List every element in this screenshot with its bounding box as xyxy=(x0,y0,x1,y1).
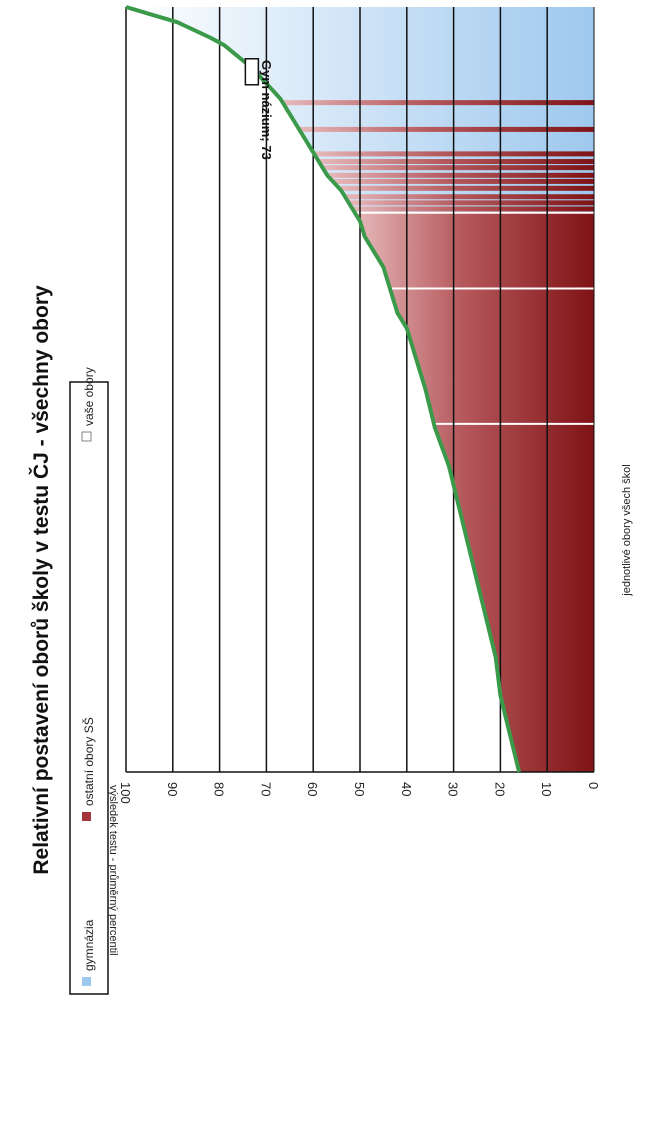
bar-ostatni-5 xyxy=(327,172,594,178)
tick-label-0: 0 xyxy=(586,782,601,789)
tick-label-60: 60 xyxy=(305,782,320,796)
legend-item-2: vaše obory xyxy=(82,367,96,426)
bar-ostatni-4 xyxy=(322,165,594,171)
tick-label-90: 90 xyxy=(165,782,180,796)
tick-group-20: 20 xyxy=(492,782,507,796)
tick-label-20: 20 xyxy=(492,782,507,796)
legend-swatch-0 xyxy=(82,977,91,986)
tick-label-10: 10 xyxy=(539,782,554,796)
tick-group-30: 30 xyxy=(446,782,461,796)
legend-swatch-2 xyxy=(81,431,92,442)
tick-group-90: 90 xyxy=(165,782,180,796)
legend-box xyxy=(69,381,109,995)
tick-group-0: 0 xyxy=(586,782,601,789)
annotation-label: Gym názium; 73 xyxy=(259,60,274,160)
tick-label-80: 80 xyxy=(212,782,227,796)
bar-ostatni-9 xyxy=(348,200,594,206)
bar-ostatni-7 xyxy=(339,185,594,191)
bar-ostatni-8 xyxy=(345,194,594,200)
annotation: Gym názium; 73 xyxy=(244,58,274,160)
chart-title: Relativní postavení oborů školy v testu … xyxy=(29,285,53,875)
tick-group-100: 100 xyxy=(118,782,133,804)
bar-ostatni-6 xyxy=(332,178,594,184)
legend-label-0: gymnázia xyxy=(82,919,96,971)
tick-label-70: 70 xyxy=(258,782,273,796)
tick-label-40: 40 xyxy=(399,782,414,796)
tick-group-80: 80 xyxy=(212,782,227,796)
bar-ostatni-3 xyxy=(318,159,594,165)
tick-group-40: 40 xyxy=(399,782,414,796)
legend-swatch-1 xyxy=(82,812,91,821)
annotation-marker xyxy=(244,58,260,86)
tick-label-100: 100 xyxy=(118,782,133,804)
tick-label-50: 50 xyxy=(352,782,367,796)
tick-group-70: 70 xyxy=(258,782,273,796)
legend-item-0: gymnázia xyxy=(82,919,96,971)
tick-group-50: 50 xyxy=(352,782,367,796)
tick-label-30: 30 xyxy=(446,782,461,796)
y-axis-label: výsledek testu - průměrný percentil xyxy=(107,785,119,956)
legend-label-1: ostatní obory SŠ xyxy=(81,717,96,806)
bar-ostatni-1 xyxy=(299,126,594,132)
tick-group-10: 10 xyxy=(539,782,554,796)
tick-group-60: 60 xyxy=(305,782,320,796)
percentile-curve xyxy=(125,5,522,773)
legend-item-1: ostatní obory SŠ xyxy=(81,717,96,806)
legend-label-2: vaše obory xyxy=(82,367,96,426)
bar-ostatni-10 xyxy=(352,206,594,212)
x-axis-label: jednotlivé obory všech škol xyxy=(621,464,633,596)
bar-ostatni-0 xyxy=(282,100,594,106)
